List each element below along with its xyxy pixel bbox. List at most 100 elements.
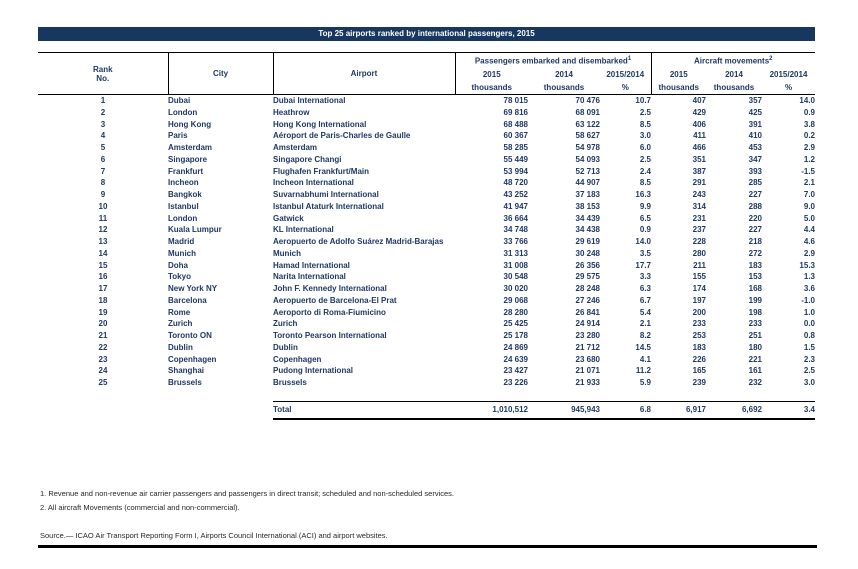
cell-ppct: 6.0	[639, 143, 651, 152]
cell-p2015: 31 008	[503, 260, 528, 270]
table-row: 4 Paris Aéroport de Paris-Charles de Gaull…	[38, 130, 815, 142]
cell-p2015: 24 639	[503, 354, 528, 364]
cell-a2015: 197	[692, 295, 706, 305]
cell-p2014: 54 978	[575, 143, 600, 152]
cell-ppct: 2.5	[639, 154, 651, 164]
cell-city: London	[168, 107, 198, 117]
cell-a2014: 357	[748, 96, 762, 105]
cell-airport: John F. Kennedy International	[273, 284, 387, 293]
cell-rank: 3	[100, 119, 106, 129]
header-aircraft-group: Aircraft movements2	[651, 52, 815, 68]
cell-ppct: 9.9	[639, 201, 651, 211]
cell-ppct: 6.7	[639, 295, 651, 305]
cell-city: Toronto ON	[168, 331, 212, 340]
cell-airport: Dublin	[273, 342, 298, 352]
cell-p2014: 70 476	[575, 96, 600, 105]
cell-p2014: 21 712	[575, 342, 600, 352]
cell-ppct: 0.9	[639, 225, 651, 235]
cell-apct: 1.3	[803, 272, 815, 282]
table-row: 15 Doha Hamad International 31 008 26 356 17.…	[38, 260, 815, 272]
cell-city: Singapore	[168, 154, 208, 164]
cell-a2015: 233	[692, 319, 706, 329]
cell-apct: 5.0	[803, 213, 815, 223]
cell-a2015: 239	[692, 378, 706, 387]
cell-city: Zurich	[168, 319, 193, 329]
cell-city: Dublin	[168, 342, 193, 352]
cell-p2015: 34 748	[503, 225, 528, 235]
header-aratio: 2015/2014	[769, 69, 808, 79]
cell-a2015: 237	[692, 225, 706, 235]
cell-a2014: 233	[748, 319, 762, 329]
cell-ppct: 5.4	[639, 307, 651, 317]
cell-apct: 0.2	[803, 131, 815, 141]
cell-airport: Pudong International	[273, 366, 353, 376]
cell-city: Tokyo	[168, 272, 191, 282]
cell-rank: 10	[98, 201, 108, 211]
cell-rank: 14	[98, 248, 108, 258]
cell-a2014: 227	[748, 225, 762, 235]
cell-a2014: 221	[748, 354, 762, 364]
cell-p2015: 25 178	[503, 331, 528, 340]
cell-rank: 5	[100, 143, 106, 152]
cell-p2015: 48 720	[503, 178, 528, 188]
cell-ppct: 17.7	[635, 260, 651, 270]
cell-rank: 23	[98, 354, 108, 364]
cell-a2014: 393	[748, 166, 762, 176]
cell-apct: 4.6	[803, 237, 815, 246]
table-row: 11 London Gatwick 36 664 34 439 6.5 231 220 5.0	[38, 213, 815, 225]
cell-a2014: 168	[748, 284, 762, 293]
cell-a2015: 291	[692, 178, 706, 188]
cell-airport: Toronto Pearson International	[273, 331, 387, 340]
cell-p2015: 41 947	[503, 201, 528, 211]
cell-a2015: 228	[692, 237, 706, 246]
table-row: 6 Singapore Singapore Changi 55 449 54 093 2.…	[38, 154, 815, 166]
cell-p2014: 29 575	[575, 272, 600, 282]
header-ppct-unit: %	[600, 80, 652, 95]
cell-a2015: 387	[692, 166, 706, 176]
cell-ppct: 14.0	[635, 237, 651, 246]
cell-a2014: 183	[748, 260, 762, 270]
source-line: Source.— ICAO Air Transport Reporting Fo…	[40, 531, 388, 540]
cell-rank: 1	[100, 96, 106, 105]
table-row: 14 Munich Munich 31 313 30 248 3.5 280 272 2.9	[38, 248, 815, 260]
cell-p2015: 60 367	[503, 131, 528, 141]
cell-city: Madrid	[168, 237, 195, 246]
cell-rank: 19	[98, 307, 108, 317]
table-row: 10 Istanbul Istanbul Ataturk International…	[38, 201, 815, 213]
cell-ppct: 10.7	[635, 96, 651, 105]
cell-a2015: 351	[692, 154, 706, 164]
cell-airport: Brussels	[273, 378, 307, 387]
table-row: 20 Zurich Zurich 25 425 24 914 2.1 233 233 0.0	[38, 318, 815, 330]
header-city: City	[168, 52, 274, 95]
total-p2014: 945,943	[528, 400, 600, 420]
header-a2015-year: 2015	[669, 69, 688, 79]
cell-rank: 24	[98, 366, 108, 376]
total-apct: 3.4	[762, 400, 815, 420]
cell-p2015: 30 548	[503, 272, 528, 282]
footnote-1: 1. Revenue and non-revenue air carrier p…	[40, 489, 454, 498]
cell-apct: 4.4	[803, 225, 815, 235]
header-aircraft-label: Aircraft movements	[694, 56, 770, 66]
table-row: 1 Dubai Dubai International 78 015 70 476 10.…	[38, 95, 815, 107]
header-a2015-unit: thousands	[651, 80, 706, 95]
table-row: 7 Frankfurt Flughafen Frankfurt/Main 53 994…	[38, 166, 815, 178]
cell-a2015: 174	[692, 284, 706, 293]
header-airport: Airport	[273, 52, 456, 95]
cell-p2015: 25 425	[503, 319, 528, 329]
cell-ppct: 2.4	[639, 166, 651, 176]
table-row: 19 Rome Aeroporto di Roma-Fiumicino 28 280 2…	[38, 307, 815, 319]
cell-a2014: 347	[748, 154, 762, 164]
cell-a2014: 453	[748, 143, 762, 152]
table-row: 18 Barcelona Aeropuerto de Barcelona-El Pr…	[38, 295, 815, 307]
table-row: 9 Bangkok Suvarnabhumi International 43 252…	[38, 189, 815, 201]
cell-city: New York NY	[168, 284, 218, 293]
cell-a2015: 226	[692, 354, 706, 364]
cell-ppct: 8.5	[639, 178, 651, 188]
header-p2015-year: 2015	[482, 69, 501, 79]
cell-rank: 15	[98, 260, 108, 270]
cell-p2015: 43 252	[503, 190, 528, 199]
cell-p2014: 54 093	[575, 154, 600, 164]
cell-apct: 1.2	[803, 154, 815, 164]
cell-a2015: 165	[692, 366, 706, 376]
cell-apct: 2.9	[803, 248, 815, 258]
